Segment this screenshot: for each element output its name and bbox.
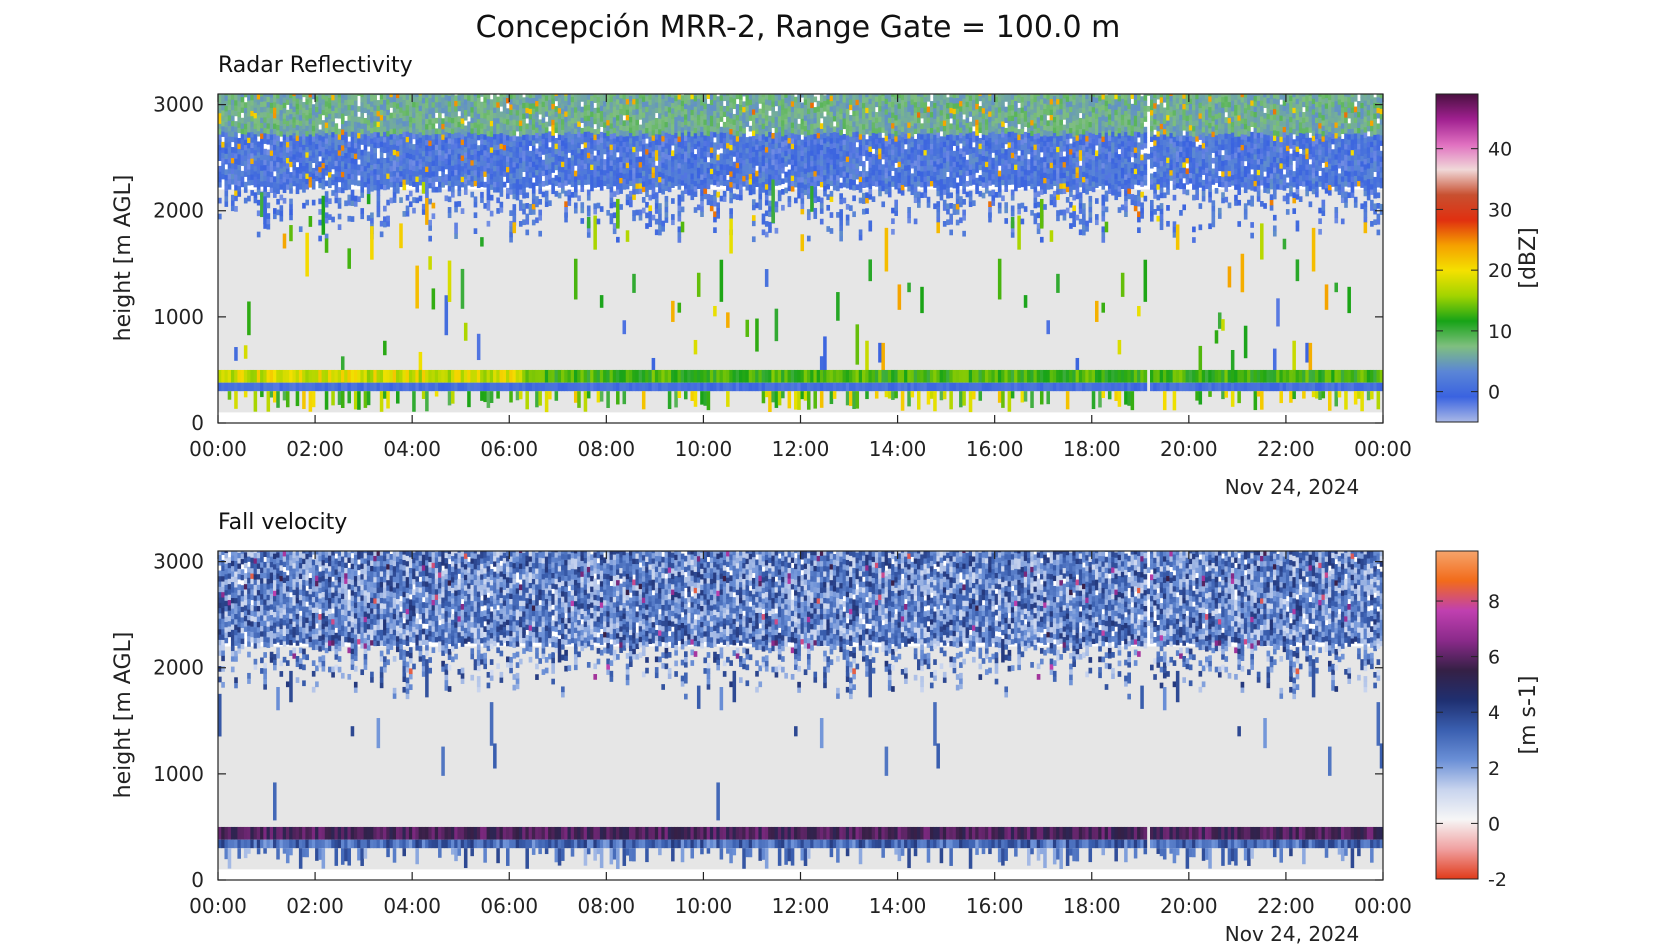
x-tick-label: 04:00 — [383, 894, 441, 918]
y-axis-label: height [m AGL] — [111, 175, 136, 342]
x-tick-label: 20:00 — [1160, 894, 1218, 918]
colorbar-tick-label: 4 — [1488, 702, 1500, 724]
colorbar-tick-label: 8 — [1488, 591, 1500, 613]
y-tick-label: 2000 — [153, 656, 204, 680]
x-tick-label: 06:00 — [480, 894, 538, 918]
y-tick-label: 2000 — [153, 199, 204, 223]
y-tick-label: 0 — [191, 411, 204, 435]
colorbar-label: [dBZ] — [1516, 227, 1541, 288]
x-tick-label: 06:00 — [480, 437, 538, 461]
y-axis-label: height [m AGL] — [111, 632, 136, 799]
colorbar-tick-label: 20 — [1488, 260, 1512, 282]
x-tick-label: 00:00 — [189, 437, 247, 461]
colorbar-label: [m s-1] — [1516, 676, 1541, 755]
x-tick-label: 12:00 — [772, 437, 830, 461]
colorbar-ticks: 0 10 20 30 40 — [1436, 139, 1512, 404]
x-tick-label: 10:00 — [675, 437, 733, 461]
colorbar — [1435, 550, 1479, 880]
reflectivity-heatmap — [218, 94, 1383, 413]
fall-velocity-heatmap — [218, 551, 1383, 870]
x-tick-label: 00:00 — [1354, 437, 1412, 461]
panel-title: Radar Reflectivity — [218, 53, 413, 78]
x-tick-label: 02:00 — [286, 894, 344, 918]
colorbar-ticks: -2 0 2 4 6 8 — [1436, 591, 1507, 891]
x-tick-label: 20:00 — [1160, 437, 1218, 461]
x-tick-label: 08:00 — [578, 894, 636, 918]
x-tick-label: 08:00 — [578, 437, 636, 461]
x-tick-label: 14:00 — [869, 894, 927, 918]
y-tick-label: 3000 — [153, 93, 204, 117]
y-axis: 0 1000 2000 3000 — [153, 550, 1383, 892]
y-axis: 0 1000 2000 3000 — [153, 93, 1383, 435]
colorbar-tick-label: 30 — [1488, 199, 1512, 221]
x-tick-label: 14:00 — [869, 437, 927, 461]
x-tick-label: 00:00 — [1354, 894, 1412, 918]
colorbar-tick-label: -2 — [1488, 869, 1507, 891]
x-tick-label: 00:00 — [189, 894, 247, 918]
colorbar-tick-label: 0 — [1488, 382, 1500, 404]
y-tick-label: 1000 — [153, 762, 204, 786]
x-tick-label: 18:00 — [1063, 437, 1121, 461]
x-tick-label: 12:00 — [772, 894, 830, 918]
colorbar-tick-label: 0 — [1488, 813, 1500, 835]
date-label: Nov 24, 2024 — [1225, 475, 1359, 499]
y-tick-label: 1000 — [153, 305, 204, 329]
x-tick-label: 16:00 — [966, 894, 1024, 918]
x-tick-label: 02:00 — [286, 437, 344, 461]
colorbar-tick-label: 40 — [1488, 139, 1512, 161]
colorbar-tick-label: 2 — [1488, 758, 1500, 780]
x-tick-label: 22:00 — [1257, 894, 1315, 918]
y-tick-label: 0 — [191, 868, 204, 892]
x-tick-label: 16:00 — [966, 437, 1024, 461]
x-axis: 00:00 02:00 04:00 06:00 08:00 10:00 12:00 14:00… — [189, 94, 1412, 461]
x-axis: 00:00 02:00 04:00 06:00 08:00 10:00 12:00 14:00… — [189, 551, 1412, 918]
figure-title: Concepción MRR-2, Range Gate = 100.0 m — [476, 10, 1121, 45]
x-tick-label: 10:00 — [675, 894, 733, 918]
colorbar-tick-label: 10 — [1488, 321, 1512, 343]
x-tick-label: 22:00 — [1257, 437, 1315, 461]
colorbar — [1435, 93, 1479, 423]
date-label: Nov 24, 2024 — [1225, 922, 1359, 945]
panel-title: Fall velocity — [218, 510, 347, 535]
y-tick-label: 3000 — [153, 550, 204, 574]
x-tick-label: 18:00 — [1063, 894, 1121, 918]
colorbar-tick-label: 6 — [1488, 647, 1500, 669]
x-tick-label: 04:00 — [383, 437, 441, 461]
